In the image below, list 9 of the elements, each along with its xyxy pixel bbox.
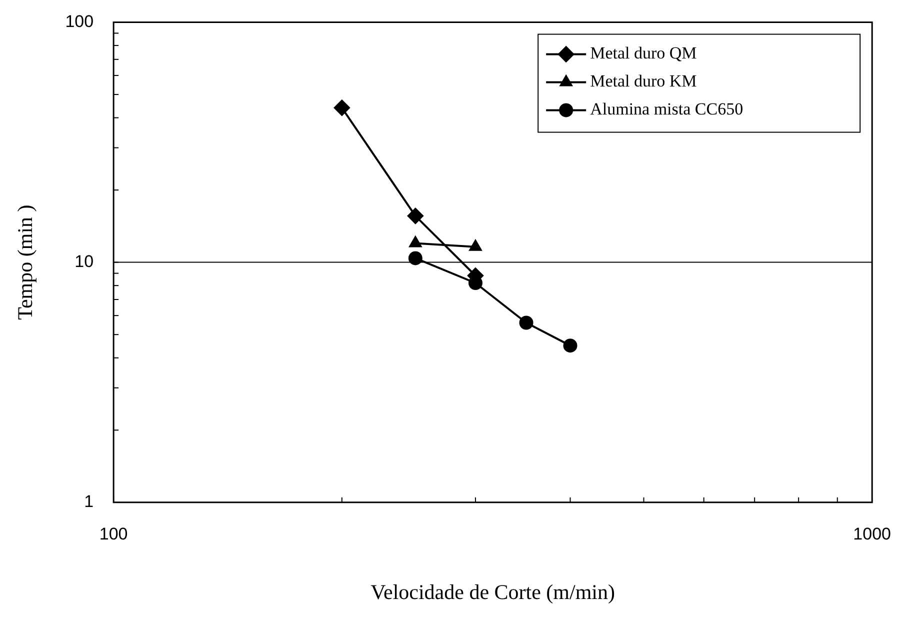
legend-label: Metal duro KM (590, 72, 697, 91)
legend-label: Alumina mista CC650 (590, 100, 744, 119)
y-tick-label: 100 (65, 12, 94, 31)
x-axis-title: Velocidade de Corte (m/min) (370, 580, 616, 604)
y-axis-title: Tempo (min ) (13, 204, 38, 320)
legend-label: Metal duro QM (590, 44, 697, 63)
y-tick-label: 1 (84, 492, 94, 512)
x-tick-label: 1000 (853, 524, 892, 544)
y-tick-label: 10 (74, 252, 94, 271)
